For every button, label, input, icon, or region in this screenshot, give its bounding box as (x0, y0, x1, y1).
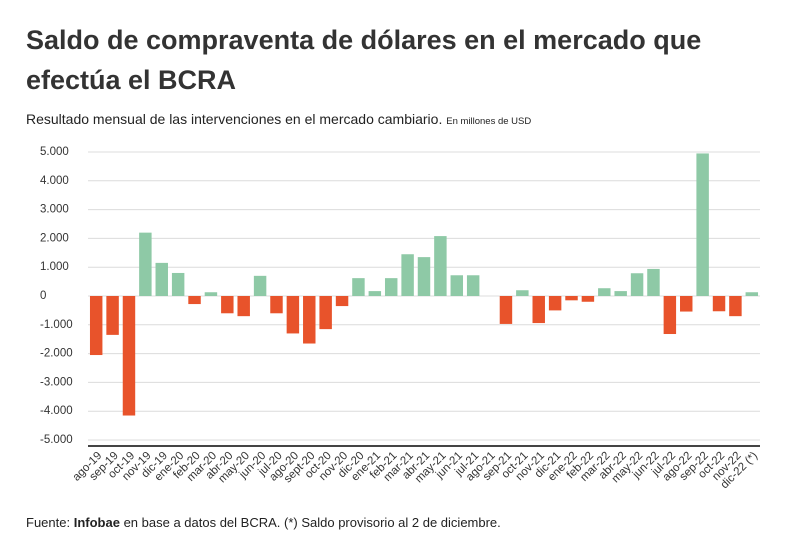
bar (614, 291, 627, 296)
footer: Fuente: Infobae en base a datos del BCRA… (26, 515, 501, 530)
y-tick-label: -4.000 (40, 405, 73, 417)
bar (516, 290, 529, 296)
subtitle-text: Resultado mensual de las intervenciones … (26, 111, 443, 127)
bar (729, 296, 742, 317)
bar (237, 296, 250, 317)
bar (286, 296, 300, 334)
y-tick-label: 4.000 (40, 175, 69, 187)
bar (335, 296, 349, 307)
bar (89, 296, 103, 356)
bar (401, 254, 414, 296)
bar (122, 296, 136, 416)
source-prefix: Fuente: (26, 515, 71, 530)
bar (598, 288, 611, 296)
source-note: en base a datos del BCRA. (*) Saldo prov… (123, 515, 501, 530)
bar (303, 296, 316, 344)
unit-note: En millones de USD (446, 116, 532, 127)
source-name: Infobae (73, 515, 120, 530)
bar (204, 292, 218, 296)
bar (384, 278, 398, 296)
y-tick-label: 3.000 (40, 204, 69, 216)
y-tick-label: 2.000 (40, 232, 69, 244)
y-tick-label: -1.000 (40, 319, 73, 331)
bar (532, 296, 545, 324)
bar (466, 275, 480, 296)
bar (270, 296, 283, 314)
bar (630, 273, 644, 296)
bar (253, 275, 267, 296)
bar (352, 278, 365, 296)
bar (745, 292, 759, 296)
bar (106, 296, 119, 335)
bar (434, 236, 447, 296)
bar (696, 153, 709, 296)
bar (548, 296, 562, 311)
bar (417, 257, 431, 296)
chart-subtitle: Resultado mensual de las intervenciones … (26, 111, 531, 127)
bar (581, 296, 595, 302)
bar (647, 268, 660, 296)
bar (450, 275, 464, 296)
y-tick-label: 1.000 (40, 261, 69, 273)
y-tick-label: 5.000 (40, 146, 69, 158)
bar (139, 232, 152, 296)
chart-title: Saldo de compraventa de dólares en el me… (26, 25, 702, 95)
bar (712, 296, 726, 312)
bar (221, 296, 234, 314)
bar (368, 291, 382, 296)
y-tick-label: 0 (40, 290, 46, 302)
bar (155, 262, 168, 296)
y-tick-label: -3.000 (40, 376, 73, 388)
bar (565, 296, 578, 301)
bar (680, 296, 693, 312)
y-tick-label: -2.000 (40, 348, 73, 360)
bar (663, 296, 677, 335)
bar (319, 296, 332, 330)
bar (188, 296, 201, 305)
bar (171, 272, 185, 296)
y-tick-label: -5.000 (40, 434, 73, 446)
bar (499, 296, 513, 324)
